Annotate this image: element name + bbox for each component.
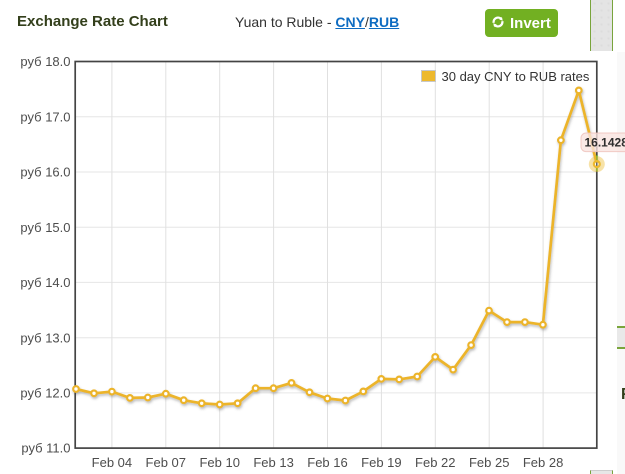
svg-text:Feb 10: Feb 10 <box>199 455 239 470</box>
svg-text:Feb 13: Feb 13 <box>253 455 293 470</box>
svg-text:Feb 25: Feb 25 <box>469 455 509 470</box>
svg-text:Feb 16: Feb 16 <box>307 455 347 470</box>
svg-text:руб 11.0: руб 11.0 <box>21 441 70 456</box>
svg-text:Feb 22: Feb 22 <box>415 455 455 470</box>
svg-text:Feb 28: Feb 28 <box>523 455 563 470</box>
svg-text:Feb 19: Feb 19 <box>361 455 401 470</box>
svg-text:руб 13.0: руб 13.0 <box>20 330 70 345</box>
svg-text:16.1428: 16.1428 <box>585 135 625 149</box>
svg-text:руб 14.0: руб 14.0 <box>20 275 70 290</box>
svg-text:руб 17.0: руб 17.0 <box>20 109 70 124</box>
svg-text:Feb 04: Feb 04 <box>92 455 132 470</box>
svg-text:30 day CNY to RUB rates: 30 day CNY to RUB rates <box>442 69 590 84</box>
svg-text:руб 16.0: руб 16.0 <box>20 165 70 180</box>
svg-text:руб 15.0: руб 15.0 <box>20 220 70 235</box>
svg-text:Feb 07: Feb 07 <box>146 455 186 470</box>
svg-text:руб 12.0: руб 12.0 <box>20 386 70 401</box>
svg-text:руб 18.0: руб 18.0 <box>20 54 70 69</box>
